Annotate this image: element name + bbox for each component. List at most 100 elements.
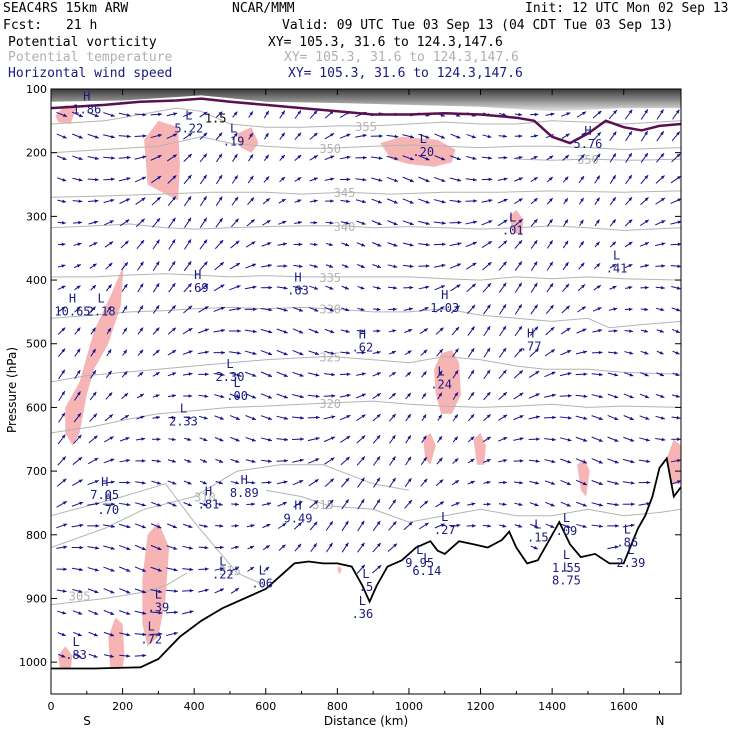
- wind-arrow: [214, 588, 225, 594]
- theta-contour-320: [51, 400, 681, 434]
- wind-arrow: [418, 176, 430, 183]
- wind-arrow: [168, 437, 176, 442]
- wind-arrow: [103, 198, 115, 203]
- wind-arrow: [467, 458, 475, 464]
- wind-arrow: [260, 285, 273, 290]
- marker-value: .63: [287, 283, 309, 297]
- wind-arrow: [279, 132, 286, 140]
- wind-arrow: [323, 372, 336, 377]
- marker-letter: L: [613, 249, 620, 263]
- wind-arrow: [308, 458, 320, 464]
- marker-value: 1.86: [72, 102, 101, 116]
- wind-arrow: [498, 156, 508, 160]
- wind-arrow: [357, 542, 365, 553]
- wind-arrow: [607, 524, 619, 528]
- wind-arrow: [213, 328, 226, 333]
- wind-arrow: [167, 196, 177, 207]
- marker-letter: L: [230, 121, 237, 135]
- pv-pink-area-11: [142, 522, 170, 647]
- wind-arrow: [421, 414, 427, 422]
- wind-arrow: [450, 305, 461, 314]
- wind-arrow: [563, 197, 569, 205]
- wind-arrow: [58, 348, 66, 357]
- wind-arrow: [103, 654, 115, 658]
- wind-arrow: [183, 305, 193, 314]
- marker-letter: H: [359, 328, 366, 342]
- wind-arrow: [106, 305, 112, 313]
- wind-arrow: [560, 458, 572, 464]
- wind-arrow: [356, 372, 366, 376]
- wind-arrow: [106, 349, 112, 357]
- wind-arrow: [309, 264, 318, 268]
- wind-arrow: [71, 501, 84, 507]
- wind-arrow: [214, 415, 225, 420]
- wind-arrow: [514, 239, 523, 249]
- wind-arrow: [182, 588, 194, 593]
- wind-arrow: [135, 459, 146, 463]
- theta-label: 345: [334, 186, 356, 200]
- wind-arrow: [498, 347, 507, 358]
- wind-arrow: [640, 174, 649, 185]
- wind-arrow: [607, 414, 619, 421]
- wind-arrow: [325, 242, 334, 247]
- wind-arrow: [482, 134, 492, 139]
- extremum-marker: H7.05: [90, 475, 119, 502]
- wind-arrow: [497, 198, 508, 204]
- extremum-marker: L1.55: [552, 548, 581, 575]
- wind-arrow: [436, 457, 443, 465]
- wind-arrow: [591, 415, 603, 421]
- wind-arrow: [74, 306, 81, 313]
- wind-arrow: [198, 372, 209, 377]
- extremum-marker: L2.30: [216, 357, 245, 384]
- wind-arrow: [402, 264, 414, 268]
- wind-arrow: [546, 240, 554, 249]
- wind-arrow: [119, 458, 131, 463]
- wind-arrow: [215, 111, 223, 118]
- wind-arrow: [562, 240, 569, 249]
- extremum-marker: H.62: [352, 328, 374, 355]
- theta-contour-335: [51, 273, 681, 281]
- wind-arrow: [420, 478, 428, 487]
- wind-arrow: [122, 349, 128, 356]
- marker-value: .20: [412, 145, 434, 159]
- wind-arrow: [199, 459, 208, 463]
- wind-arrow: [106, 327, 112, 335]
- wind-arrow: [465, 220, 478, 225]
- wind-arrow: [528, 459, 540, 463]
- wind-arrow: [498, 414, 508, 421]
- wind-arrow: [625, 285, 633, 290]
- wind-arrow: [73, 434, 82, 444]
- wind-arrow: [670, 175, 681, 184]
- wind-arrow: [577, 306, 586, 313]
- wind-arrow: [150, 154, 162, 161]
- wind-arrow: [263, 154, 270, 162]
- x-tick-label: 200: [112, 700, 133, 713]
- wind-arrow: [103, 177, 115, 182]
- wind-arrow: [434, 285, 446, 291]
- wind-arrow: [90, 306, 96, 313]
- wind-arrow: [452, 392, 459, 400]
- wind-arrow: [671, 153, 681, 163]
- wind-arrow: [215, 217, 224, 228]
- marker-value: .86: [616, 536, 638, 550]
- wind-arrow: [150, 610, 163, 615]
- wind-arrow: [182, 350, 193, 355]
- extremum-marker: L2.33: [169, 402, 198, 429]
- wind-arrow: [261, 459, 272, 463]
- wind-arrow: [213, 350, 225, 355]
- pv-pink-area-9: [577, 458, 590, 497]
- wind-arrow: [591, 502, 603, 507]
- wind-arrow: [136, 393, 145, 399]
- wind-arrow: [87, 588, 99, 594]
- marker-value: 5.22: [174, 122, 203, 136]
- wind-arrow: [436, 348, 444, 357]
- wind-arrow: [150, 133, 162, 139]
- wind-arrow: [655, 197, 666, 205]
- wind-arrow: [656, 372, 665, 377]
- wind-arrow: [671, 131, 681, 142]
- wind-arrow: [261, 242, 272, 247]
- field-pv-name: Potential vorticity: [8, 35, 157, 50]
- wind-arrow: [672, 372, 680, 377]
- wind-arrow: [481, 177, 493, 182]
- wind-arrow: [483, 458, 491, 463]
